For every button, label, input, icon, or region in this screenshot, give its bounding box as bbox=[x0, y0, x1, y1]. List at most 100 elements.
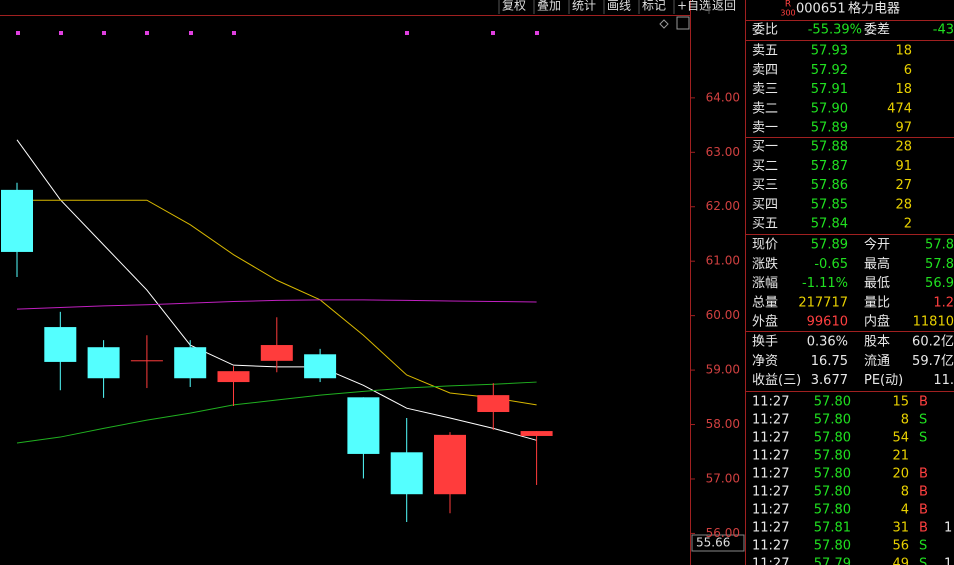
panel-text: 涨幅 bbox=[752, 276, 778, 291]
candle-body bbox=[390, 452, 423, 495]
panel-text: 换手 bbox=[752, 335, 778, 350]
panel-text: 卖四 bbox=[752, 63, 778, 78]
panel-text: 57.8 bbox=[925, 257, 954, 272]
panel-text: B bbox=[919, 503, 928, 518]
panel-text: 流通 bbox=[864, 354, 890, 369]
panel-lines bbox=[746, 20, 954, 392]
panel-text: 57.80 bbox=[814, 431, 851, 446]
moving-average bbox=[16, 299, 537, 310]
panel-text: -43 bbox=[933, 23, 954, 38]
y-tick-label: 57.00 bbox=[706, 471, 740, 485]
moving-average bbox=[16, 381, 537, 444]
panel-text: 91 bbox=[895, 159, 912, 174]
panel-text: 收益(三) bbox=[752, 373, 801, 388]
candle-body bbox=[520, 431, 553, 436]
panel-text: B bbox=[919, 467, 928, 482]
y-tick-label: 58.00 bbox=[706, 417, 740, 431]
panel-text: 57.80 bbox=[814, 539, 851, 554]
y-tick-label: 62.00 bbox=[706, 199, 740, 213]
panel-text: 27 bbox=[895, 178, 912, 193]
panel-text: 57.85 bbox=[811, 197, 848, 212]
panel-text: 57.81 bbox=[814, 521, 851, 536]
panel-text: 11:27 bbox=[752, 431, 789, 446]
panel-text: 8 bbox=[901, 485, 909, 500]
panel-text: 57.80 bbox=[814, 485, 851, 500]
toolbar-button[interactable]: +自选 bbox=[677, 0, 711, 13]
panel-text: 格力电器 bbox=[848, 1, 900, 17]
y-tick-label: 59.00 bbox=[706, 363, 740, 377]
panel-text: 57.84 bbox=[811, 217, 848, 232]
panel-text: 涨跌 bbox=[752, 256, 778, 272]
panel-text: 最低 bbox=[864, 276, 890, 291]
panel-text: 57.80 bbox=[814, 467, 851, 482]
panel-text: 委差 bbox=[864, 23, 890, 38]
panel-text: 内盘 bbox=[864, 314, 890, 330]
toolbar-button[interactable]: 画线 bbox=[607, 0, 631, 13]
panel-text: 57.79 bbox=[814, 557, 851, 565]
panel-text: 99610 bbox=[807, 315, 848, 330]
panel-text: 57.93 bbox=[811, 44, 848, 59]
panel-text: 总量 bbox=[752, 295, 778, 310]
panel-text: -55.39% bbox=[808, 23, 862, 38]
panel-text: 57.88 bbox=[811, 140, 848, 155]
candle-body bbox=[260, 345, 293, 361]
y-tick-label: 63.00 bbox=[706, 145, 740, 159]
panel-text: 11:27 bbox=[752, 485, 789, 500]
panel-text: 11:27 bbox=[752, 413, 789, 428]
panel-text: 57.90 bbox=[811, 101, 848, 116]
panel-text: 18 bbox=[895, 44, 912, 59]
candle-body bbox=[217, 371, 250, 383]
panel-text: 买一 bbox=[752, 140, 778, 155]
candle-body bbox=[304, 354, 337, 379]
badge: R bbox=[785, 0, 791, 10]
candle-body bbox=[477, 395, 510, 413]
panel-text: 11:27 bbox=[752, 467, 789, 482]
panel-text: 57.89 bbox=[811, 121, 848, 136]
panel-text: 217717 bbox=[798, 295, 848, 310]
panel-text: 8 bbox=[901, 413, 909, 428]
panel-text: 57.91 bbox=[811, 82, 848, 97]
candle-body bbox=[434, 434, 466, 495]
panel-text: 57.80 bbox=[814, 503, 851, 518]
panel-text: B bbox=[919, 485, 928, 500]
panel-text: 57.92 bbox=[811, 63, 848, 78]
panel-text: 今开 bbox=[864, 237, 890, 253]
panel-text: 000651 bbox=[796, 2, 846, 17]
y-tick-label: 64.00 bbox=[706, 90, 740, 104]
panel-text: 97 bbox=[895, 121, 912, 136]
moving-average bbox=[16, 139, 537, 441]
panel-text: 股本 bbox=[864, 335, 890, 350]
price-marker-box bbox=[691, 534, 745, 552]
candle-body bbox=[44, 327, 77, 362]
panel-text: 49 bbox=[892, 557, 909, 565]
panel-text: 4 bbox=[901, 503, 909, 518]
badge: 300 bbox=[780, 9, 795, 18]
panel-text: 11:27 bbox=[752, 503, 789, 518]
panel-text: 净资 bbox=[752, 354, 778, 369]
toolbar-button[interactable]: 叠加 bbox=[537, 0, 561, 13]
panel-text: 现价 bbox=[752, 238, 778, 253]
panel-text: S bbox=[919, 431, 927, 446]
panel-text: 56 bbox=[892, 539, 909, 554]
candle-body bbox=[130, 360, 163, 362]
panel-text: 买三 bbox=[752, 178, 778, 193]
panel-text: B bbox=[919, 395, 928, 410]
panel-text: 量比 bbox=[864, 295, 890, 310]
panel-text: 11:27 bbox=[752, 557, 789, 565]
panel-text: 57.86 bbox=[811, 178, 848, 193]
toolbar-button[interactable]: 返回 bbox=[712, 0, 736, 13]
toolbar-button[interactable]: 统计 bbox=[572, 0, 596, 13]
panel-text: 57.87 bbox=[811, 159, 848, 174]
toolbar-button[interactable]: 标记 bbox=[642, 0, 666, 13]
panel-text: 474 bbox=[887, 101, 912, 116]
panel-text: 57.80 bbox=[814, 413, 851, 428]
candle-body bbox=[1, 189, 33, 252]
panel-text: 15 bbox=[892, 395, 909, 410]
panel-text: 54 bbox=[892, 431, 909, 446]
panel-text: 卖三 bbox=[752, 82, 778, 97]
panel-text: 57.80 bbox=[814, 449, 851, 464]
toolbar-button[interactable]: 复权 bbox=[502, 0, 526, 13]
panel-text: 56.9 bbox=[925, 276, 954, 291]
panel-text: 18 bbox=[895, 82, 912, 97]
